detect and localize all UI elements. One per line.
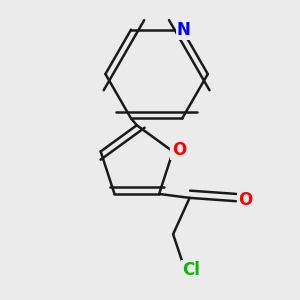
Text: N: N bbox=[177, 21, 191, 39]
Text: O: O bbox=[238, 190, 252, 208]
Text: Cl: Cl bbox=[182, 261, 200, 279]
Text: O: O bbox=[172, 141, 186, 159]
